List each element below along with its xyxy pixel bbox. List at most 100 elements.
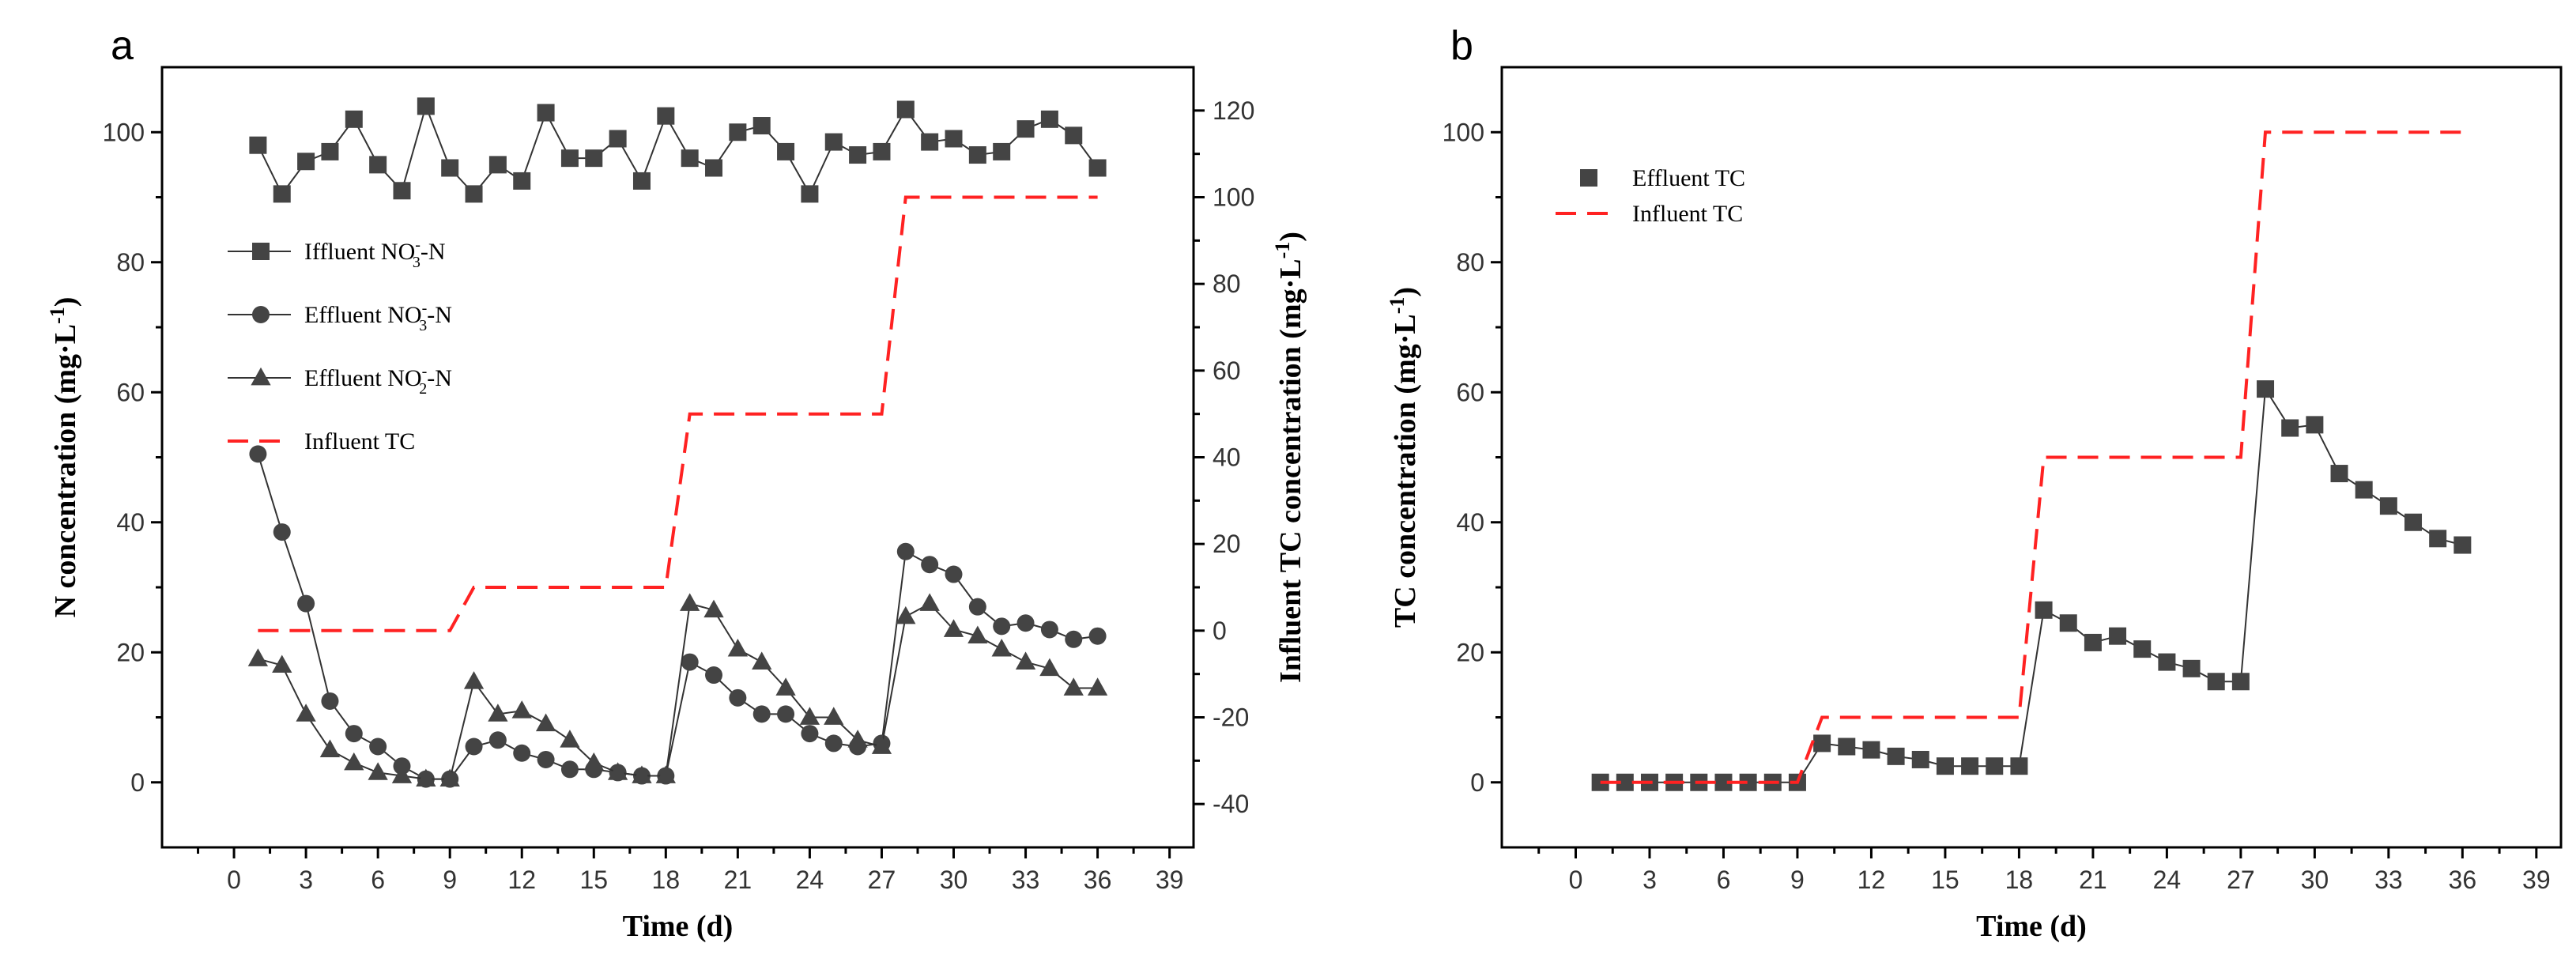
data-point [705,666,723,685]
y-tick-label: 60 [1456,378,1484,406]
data-point [1040,110,1058,128]
data-point [488,156,507,174]
data-point [945,565,963,583]
data-point [2231,673,2250,691]
data-point [824,707,844,725]
legend-label: Effluent TC [1632,165,1745,191]
data-point [2207,673,2225,691]
data-point [681,149,699,168]
data-point [391,765,413,783]
data-point [873,142,891,160]
data-point [1063,677,1084,696]
data-point [2010,757,2028,775]
data-point [297,594,315,613]
x-tick-label: 6 [371,866,385,894]
legend-swatch [252,306,270,323]
y-axis-label: TC concentration (mg·L-1) [1386,287,1422,628]
panel-label: a [111,23,134,69]
data-point [896,542,915,560]
series-line [258,195,1098,632]
data-point [968,146,986,164]
x-tick-label: 21 [724,866,752,894]
data-point [968,598,986,616]
data-point [272,654,292,673]
legend-swatch [251,367,271,386]
data-point [729,123,747,141]
legend-swatch [252,243,270,260]
data-point [1040,621,1058,639]
data-point [607,762,628,780]
y-right-tick-label: -40 [1213,790,1249,818]
data-point [896,100,915,119]
x-tick-label: 0 [227,866,241,894]
data-point [537,750,555,768]
x-tick-label: 21 [2079,866,2107,894]
data-point [1088,627,1107,645]
data-point [1813,734,1831,753]
y-right-tick-label: 20 [1213,530,1241,558]
legend-label: Effluent NO-3-N [304,300,452,334]
data-point [513,172,531,190]
data-point [871,736,892,754]
data-point [1088,159,1107,177]
data-point [609,130,627,148]
data-point [273,185,291,203]
data-point [799,707,820,725]
data-point [896,605,916,624]
x-tick-label: 36 [1084,866,1112,894]
x-tick-label: 0 [1569,866,1583,894]
data-point [777,142,795,160]
data-point [1739,773,1757,791]
data-point [368,762,388,780]
data-point [945,130,963,148]
data-point [801,725,819,743]
data-point [439,768,460,787]
legend-label: Influent TC [304,428,415,455]
data-point [775,677,796,696]
data-point [247,648,269,666]
y-tick-label: 60 [116,378,145,406]
data-point [2379,497,2397,515]
x-tick-label: 27 [2227,866,2255,894]
data-point [657,107,675,125]
data-point [919,593,940,611]
y-tick-label: 0 [1470,768,1484,797]
data-point [752,705,771,723]
data-point [2257,380,2275,398]
data-point [705,159,723,177]
legend-label: Effluent NO-2-N [304,363,452,398]
data-point [465,737,483,756]
data-point [321,692,339,710]
x-tick-label: 39 [2522,866,2551,894]
data-point [2158,653,2176,671]
y-right-tick-label: 60 [1213,356,1241,385]
panel-label: b [1450,23,1473,69]
data-point [921,556,939,574]
data-point [1016,120,1035,138]
data-point [296,704,316,722]
data-point [632,765,652,783]
data-point [1911,750,1929,768]
y-tick-label: 100 [103,118,145,146]
legend-label: Influent TC [1632,201,1743,227]
y-axis-label: N concentration (mg·L-1) [46,297,82,618]
data-point [535,713,556,732]
data-point [632,172,651,190]
data-point [1838,737,1856,756]
data-point [249,445,267,463]
data-point [849,146,867,164]
legend: Effluent TC Influent TC [1556,165,1745,227]
data-point [1961,757,1979,775]
data-point [321,142,339,160]
data-point [1065,126,1083,145]
data-point [1039,658,1060,677]
data-point [297,153,315,171]
data-point [416,768,436,787]
series-line [1600,130,2463,784]
data-point [488,731,507,749]
y-right-tick-label: 120 [1213,96,1254,125]
data-point [441,159,459,177]
data-point [2404,513,2423,531]
y-tick-label: 0 [130,768,145,797]
data-point [2035,601,2053,619]
